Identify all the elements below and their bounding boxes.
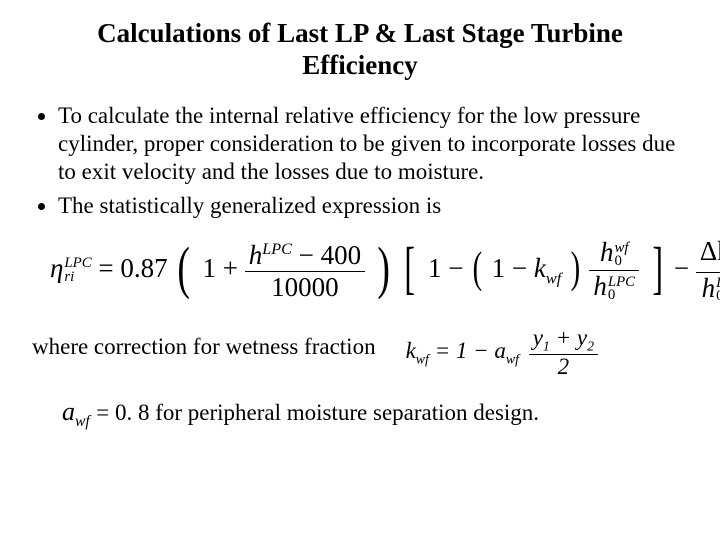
title-line-2: Efficiency <box>302 50 417 80</box>
awf-symbol: awf <box>62 397 96 426</box>
coeff: 0.87 <box>120 253 167 283</box>
slide: Calculations of Last LP & Last Stage Tur… <box>0 0 720 540</box>
wetness-row: where correction for wetness fraction kw… <box>32 326 688 379</box>
bullet-item: The statistically generalized expression… <box>58 192 688 220</box>
equals: = <box>98 253 120 283</box>
paren-group-1: 1 + hLPC − 400 10000 <box>200 241 367 301</box>
fraction: Δhev hLPC0 <box>696 238 720 304</box>
title-line-1: Calculations of Last LP & Last Stage Tur… <box>97 18 623 48</box>
eta-symbol: η <box>50 253 63 283</box>
main-formula: ηLPCri = 0.87 ( 1 + hLPC − 400 10000 ) [… <box>50 238 688 304</box>
wetness-label: where correction for wetness fraction <box>32 333 376 362</box>
eta-supsub: LPCri <box>64 257 91 284</box>
fraction: hLPC − 400 10000 <box>245 241 365 301</box>
awf-line: awf = 0. 8 for peripheral moisture separ… <box>62 397 688 431</box>
slide-title: Calculations of Last LP & Last Stage Tur… <box>62 18 658 82</box>
fraction: hwf0 hLPC0 <box>589 239 639 302</box>
fraction: y1 + y2 2 <box>529 326 598 379</box>
bullet-list: To calculate the internal relative effic… <box>32 102 688 220</box>
bracket-group: 1 − ( 1 − kwf ) hwf0 hLPC0 <box>426 239 641 302</box>
bullet-item: To calculate the internal relative effic… <box>58 102 688 186</box>
kwf-formula: kwf = 1 − awf y1 + y2 2 <box>406 326 598 379</box>
awf-text: = 0. 8 for peripheral moisture separatio… <box>96 400 539 425</box>
